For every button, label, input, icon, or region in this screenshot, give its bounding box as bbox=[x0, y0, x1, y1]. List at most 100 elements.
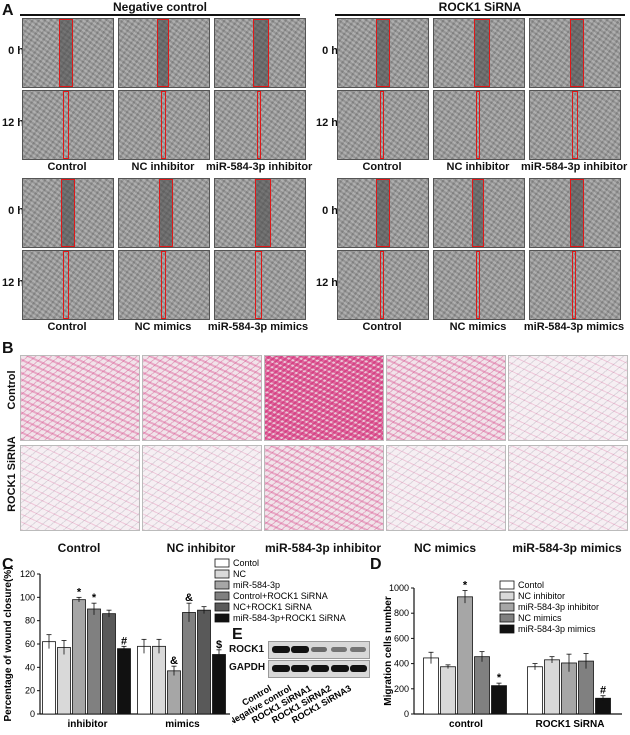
wound-image bbox=[337, 250, 429, 320]
y-tick-label: 40 bbox=[25, 662, 35, 672]
bar bbox=[212, 654, 226, 715]
western-blot-gapdh bbox=[268, 660, 370, 678]
panel-d-label: D bbox=[370, 556, 382, 573]
legend-swatch bbox=[214, 569, 230, 579]
significance-mark: * bbox=[497, 672, 502, 684]
wound-gap-box bbox=[159, 179, 173, 247]
legend-label: miR-584-3p mimics bbox=[518, 624, 596, 634]
bar bbox=[544, 659, 560, 715]
bar bbox=[57, 647, 71, 715]
transwell-image bbox=[20, 445, 140, 531]
wound-gap-box bbox=[572, 91, 578, 159]
y-tick-label: 800 bbox=[394, 608, 409, 618]
y-tick-label: 600 bbox=[394, 633, 409, 643]
wound-gap-box bbox=[253, 19, 269, 87]
blot-band bbox=[291, 665, 309, 672]
wound-gap-box bbox=[380, 251, 384, 319]
col-caption-nc-inhibitor: NC inhibitor bbox=[166, 541, 236, 555]
wound-gap-box bbox=[255, 251, 262, 319]
caption-mir-mimics: miR-584-3p mimics bbox=[207, 321, 309, 333]
western-blot-rock1 bbox=[268, 641, 370, 659]
bar bbox=[182, 612, 196, 715]
blot-band bbox=[272, 646, 290, 653]
col-caption-nc-mimics: NC mimics bbox=[413, 541, 477, 555]
bar bbox=[117, 648, 131, 715]
legend-label: Control+ROCK1 SiRNA bbox=[233, 591, 328, 601]
row-label-rock1-sirna: ROCK1 SiRNA bbox=[6, 436, 18, 512]
blot-band bbox=[311, 647, 327, 652]
blot-band bbox=[291, 646, 309, 653]
wound-image bbox=[529, 250, 621, 320]
bar bbox=[527, 666, 543, 715]
wound-gap-box bbox=[474, 19, 490, 87]
y-axis-label: Percentage of wound closure(%) bbox=[3, 566, 14, 721]
wound-gap-box bbox=[380, 91, 384, 159]
bar bbox=[578, 660, 594, 715]
wound-gap-box bbox=[376, 179, 390, 247]
time-label-12h: 12 h bbox=[315, 277, 338, 289]
y-tick-label: 0 bbox=[404, 709, 409, 719]
y-tick-label: 20 bbox=[25, 686, 35, 696]
bar bbox=[167, 670, 181, 715]
caption-nc-inhibitor: NC inhibitor bbox=[131, 161, 195, 173]
blot-band bbox=[311, 665, 329, 672]
time-label-0h: 0 h bbox=[322, 205, 338, 217]
time-label-0h: 0 h bbox=[8, 45, 24, 57]
migration-cells-chart: 0 200 400 600 800 1000 Migration cells number *… bbox=[383, 580, 622, 730]
panel-c-label: C bbox=[2, 556, 14, 573]
legend-label: NC mimics bbox=[518, 613, 562, 623]
transwell-image bbox=[508, 355, 628, 441]
blot-band bbox=[272, 665, 290, 672]
wound-image bbox=[22, 250, 114, 320]
x-category-label: mimics bbox=[165, 719, 200, 730]
y-tick-label: 1000 bbox=[389, 583, 409, 593]
y-tick-label: 200 bbox=[394, 684, 409, 694]
wound-image bbox=[337, 178, 429, 248]
y-tick-label: 60 bbox=[25, 639, 35, 649]
caption-mir-inhibitor: miR-584-3p inhibitor bbox=[206, 161, 313, 173]
transwell-image bbox=[142, 355, 262, 441]
bar bbox=[102, 613, 116, 715]
bar bbox=[137, 645, 151, 715]
wound-gap-box bbox=[257, 91, 261, 159]
wound-gap-box bbox=[157, 19, 169, 87]
group-left-title: Negative control bbox=[112, 0, 208, 14]
bar bbox=[491, 685, 507, 715]
significance-mark: & bbox=[185, 592, 193, 604]
legend-label: miR-584-3p bbox=[233, 580, 280, 590]
wound-gap-box bbox=[570, 179, 584, 247]
wound-gap-box bbox=[255, 179, 271, 247]
wound-image bbox=[214, 250, 306, 320]
caption-nc-mimics: NC mimics bbox=[449, 321, 507, 333]
transwell-image bbox=[386, 445, 506, 531]
y-tick-label: 0 bbox=[30, 709, 35, 719]
wound-gap-box bbox=[376, 19, 390, 87]
col-caption-mir-inhibitor: miR-584-3p inhibitor bbox=[264, 541, 381, 555]
transwell-image bbox=[508, 445, 628, 531]
panel-e-label: E bbox=[232, 626, 243, 643]
blot-band bbox=[331, 665, 349, 672]
wound-image bbox=[433, 250, 525, 320]
bar bbox=[197, 609, 211, 715]
legend-label: NC+ROCK1 SiRNA bbox=[233, 602, 312, 612]
legend-label: miR-584-3p inhibitor bbox=[518, 602, 599, 612]
blot-band bbox=[350, 647, 366, 652]
wound-image bbox=[529, 18, 621, 88]
wound-image bbox=[118, 178, 210, 248]
wound-gap-box bbox=[472, 179, 484, 247]
time-label-12h: 12 h bbox=[1, 117, 24, 129]
band-label-gapdh: GAPDH bbox=[229, 662, 266, 673]
caption-mir-inhibitor: miR-584-3p inhibitor bbox=[521, 161, 628, 173]
legend-label: NC inhibitor bbox=[518, 591, 565, 601]
significance-mark: & bbox=[170, 655, 178, 667]
transwell-image bbox=[386, 355, 506, 441]
bar bbox=[42, 641, 56, 715]
transwell-image bbox=[264, 445, 384, 531]
caption-control: Control bbox=[47, 321, 87, 333]
wound-gap-box bbox=[570, 19, 584, 87]
caption-control: Control bbox=[362, 321, 402, 333]
wound-image bbox=[433, 18, 525, 88]
wound-image bbox=[337, 18, 429, 88]
row-label-control: Control bbox=[6, 370, 18, 410]
